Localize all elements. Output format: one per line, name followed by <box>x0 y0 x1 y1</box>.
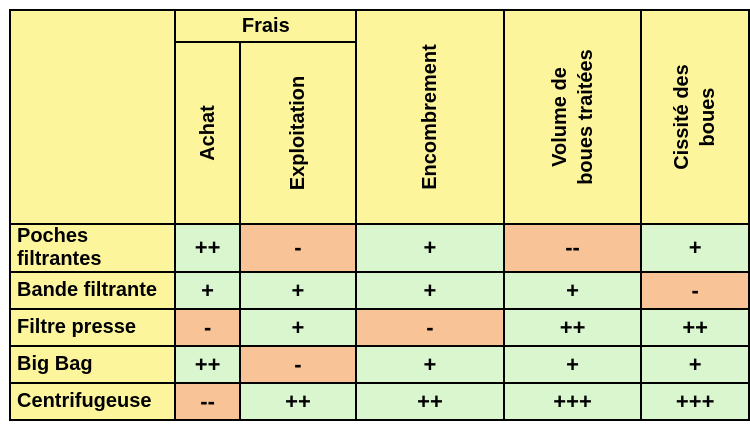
rating-cell: + <box>355 271 505 310</box>
rating-cell: + <box>640 345 750 384</box>
table-row: Centrifugeuse -- ++ ++ +++ +++ <box>8 382 750 421</box>
rating-cell: ++ <box>174 223 241 273</box>
comparison-table: Frais Encombrement Volume de boues trait… <box>8 9 750 421</box>
row-label: Big Bag <box>8 345 177 384</box>
rating-cell: ++ <box>355 382 505 421</box>
column-header-text: Exploitation <box>286 75 309 191</box>
rating-cell: -- <box>502 223 643 273</box>
rating-cell: + <box>174 271 241 310</box>
rating-cell: + <box>640 223 750 273</box>
rating-cell: + <box>355 223 505 273</box>
column-header-text: boues traitées <box>574 49 597 185</box>
column-header-cissite: Cissité des boues <box>640 9 750 225</box>
row-label: Centrifugeuse <box>8 382 177 421</box>
rating-cell: + <box>502 271 643 310</box>
column-header-text: Achat <box>196 105 219 161</box>
rating-cell: + <box>238 308 358 347</box>
row-label: Filtre presse <box>8 308 177 347</box>
rating-cell: ++ <box>640 308 750 347</box>
corner-cell <box>8 9 177 225</box>
column-header-text: Volume de <box>548 67 571 167</box>
rating-cell: +++ <box>502 382 643 421</box>
column-header-exploitation: Exploitation <box>238 41 358 225</box>
table-row: Filtre presse - + - ++ ++ <box>8 308 750 347</box>
column-header-encombrement: Encombrement <box>355 9 505 225</box>
column-header-text: boues <box>697 87 720 147</box>
table-row: Big Bag ++ - + + + <box>8 345 750 384</box>
column-header-volume: Volume de boues traitées <box>502 9 643 225</box>
rating-cell: - <box>238 345 358 384</box>
column-header-achat: Achat <box>174 41 241 225</box>
table-row: Bande filtrante + + + + - <box>8 271 750 310</box>
rating-cell: + <box>355 345 505 384</box>
rating-cell: +++ <box>640 382 750 421</box>
frais-group-header: Frais <box>174 9 358 43</box>
row-label: Poches filtrantes <box>8 223 177 273</box>
rating-cell: - <box>355 308 505 347</box>
row-label: Bande filtrante <box>8 271 177 310</box>
rating-cell: + <box>502 345 643 384</box>
table-row: Poches filtrantes ++ - + -- + <box>8 223 750 273</box>
rating-cell: -- <box>174 382 241 421</box>
column-header-text: Encombrement <box>418 44 441 190</box>
column-header-text: Cissité des <box>671 64 694 170</box>
rating-cell: - <box>174 308 241 347</box>
rating-cell: ++ <box>238 382 358 421</box>
rating-cell: + <box>238 271 358 310</box>
rating-cell: - <box>640 271 750 310</box>
rating-cell: ++ <box>502 308 643 347</box>
rating-cell: - <box>238 223 358 273</box>
rating-cell: ++ <box>174 345 241 384</box>
